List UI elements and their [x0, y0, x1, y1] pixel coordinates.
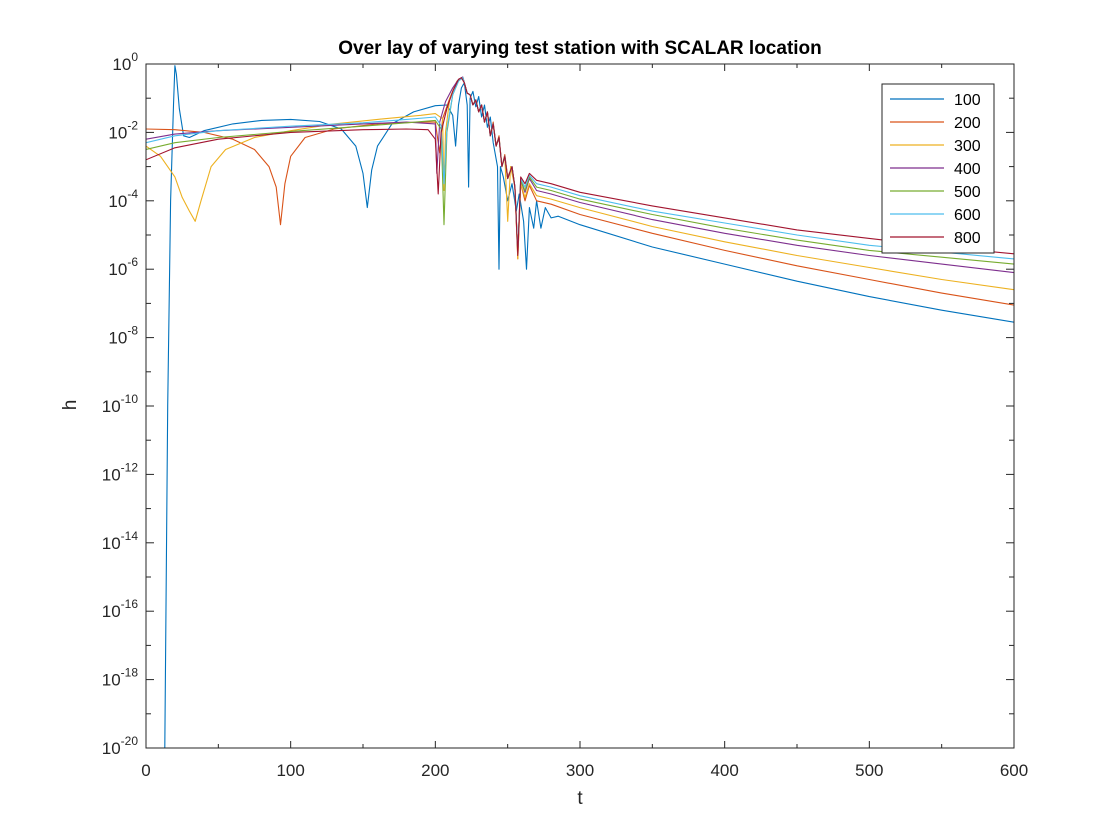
- y-tick-label: 10-18: [102, 666, 139, 690]
- x-tick-label: 200: [421, 761, 449, 780]
- y-tick-exponent: -6: [127, 255, 138, 269]
- y-tick-exponent: -2: [127, 118, 138, 132]
- y-tick-label: 10-10: [102, 392, 139, 416]
- y-tick-label: 10-4: [108, 187, 138, 211]
- plot-background: [146, 64, 1014, 748]
- y-tick-base: 10: [102, 602, 121, 621]
- legend-label-600: 600: [954, 207, 981, 224]
- series-lines: [146, 65, 1014, 748]
- y-tick-base: 10: [108, 123, 127, 142]
- plot-area: 0 100 200 300 400 500 60010010-210-410-610-810…: [102, 50, 1028, 780]
- y-tick-exponent: -8: [127, 324, 138, 338]
- x-tick-label: 0: [141, 761, 150, 780]
- y-tick-label: 10-6: [108, 255, 138, 279]
- x-tick-label: 400: [710, 761, 738, 780]
- x-axis-label: t: [577, 788, 583, 809]
- y-tick-base: 10: [112, 55, 131, 74]
- y-tick-base: 10: [108, 260, 127, 279]
- y-tick-exponent: -18: [121, 666, 139, 680]
- y-tick-label: 10-8: [108, 324, 138, 348]
- y-tick-label: 10-2: [108, 118, 138, 142]
- y-tick-base: 10: [102, 397, 121, 416]
- y-tick-label: 10-16: [102, 597, 139, 621]
- y-tick-label: 10-12: [102, 460, 139, 484]
- x-tick-label: 300: [566, 761, 594, 780]
- y-axis-label: h: [60, 400, 81, 411]
- x-tick-label: 500: [855, 761, 883, 780]
- y-tick-label: 100: [112, 50, 138, 74]
- x-tick-label: 600: [1000, 761, 1028, 780]
- y-tick-exponent: -20: [121, 734, 139, 748]
- series-line-100: [164, 65, 1014, 748]
- legend: 100 200 300 400 500 600 800: [881, 83, 995, 254]
- chart-title: Over lay of varying test station with SC…: [338, 38, 822, 59]
- y-tick-base: 10: [108, 329, 127, 348]
- y-tick-exponent: -12: [121, 460, 139, 474]
- legend-label-300: 300: [954, 138, 981, 155]
- y-tick-base: 10: [102, 671, 121, 690]
- y-tick-exponent: 0: [131, 50, 138, 64]
- legend-label-100: 100: [954, 92, 981, 109]
- y-tick-base: 10: [102, 465, 121, 484]
- y-tick-exponent: -16: [121, 597, 139, 611]
- y-tick-exponent: -4: [127, 187, 138, 201]
- y-tick-exponent: -14: [121, 529, 139, 543]
- y-tick-base: 10: [102, 739, 121, 758]
- y-tick-base: 10: [102, 534, 121, 553]
- legend-label-800: 800: [954, 230, 981, 247]
- y-tick-label: 10-20: [102, 734, 139, 758]
- legend-label-200: 200: [954, 115, 981, 132]
- y-tick-exponent: -10: [121, 392, 139, 406]
- legend-label-500: 500: [954, 184, 981, 201]
- x-tick-label: 100: [276, 761, 304, 780]
- y-tick-label: 10-14: [102, 529, 139, 553]
- legend-label-400: 400: [954, 161, 981, 178]
- series-line-800: [146, 77, 1014, 257]
- y-tick-base: 10: [108, 192, 127, 211]
